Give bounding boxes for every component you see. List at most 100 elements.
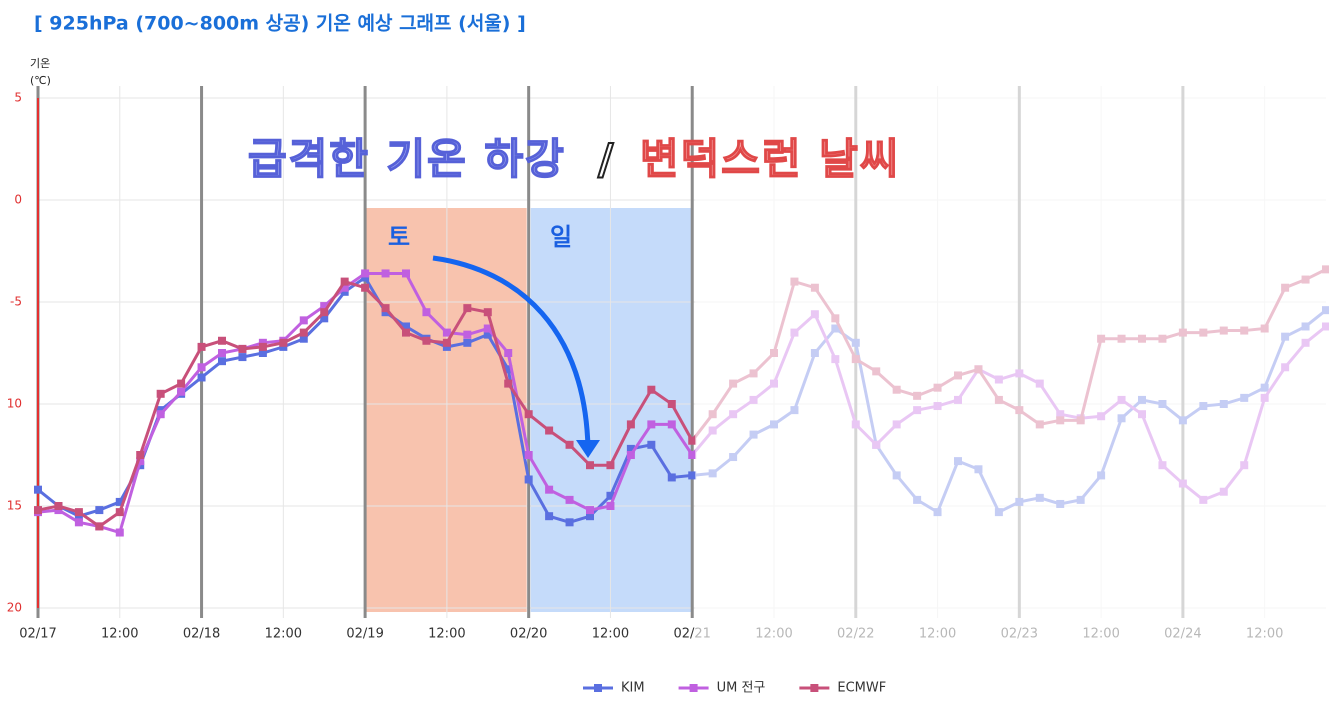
point	[320, 314, 329, 323]
legend-label: UM 전구	[717, 681, 766, 696]
point	[156, 410, 165, 419]
annotation-layer: 급격한 기온 하강 / 변덕스런 날씨토 일	[247, 134, 900, 458]
point	[504, 379, 513, 388]
point	[258, 349, 267, 357]
y-tick-label: 0	[14, 193, 22, 207]
point	[361, 283, 370, 292]
x-tick-label: 12:00	[101, 627, 138, 642]
point	[606, 502, 615, 510]
point	[565, 495, 574, 504]
headline-right: 변덕스런 날씨	[640, 135, 900, 184]
point	[586, 506, 594, 515]
point	[606, 491, 615, 500]
point	[115, 497, 124, 506]
point	[34, 485, 42, 494]
point	[626, 444, 635, 453]
point	[463, 330, 472, 339]
x-tick-label: 02/20	[510, 627, 547, 642]
point	[115, 508, 124, 517]
point	[422, 308, 431, 317]
point	[299, 316, 308, 325]
point	[95, 506, 104, 515]
legend-label: ECMWF	[837, 681, 886, 696]
point	[197, 363, 206, 372]
point	[361, 273, 370, 282]
y-tick-label: 5	[14, 91, 22, 105]
saturday-band	[365, 208, 527, 612]
arrow	[432, 255, 591, 449]
point	[197, 342, 206, 351]
point	[299, 334, 308, 343]
point	[136, 451, 145, 459]
point	[524, 410, 533, 419]
sunday-label: 일	[550, 223, 572, 251]
point	[340, 287, 349, 296]
point	[688, 471, 697, 480]
point	[320, 302, 329, 311]
y-axis-label: 기온	[30, 57, 50, 70]
point	[524, 451, 533, 459]
point	[156, 406, 165, 415]
point	[258, 342, 267, 351]
point	[647, 440, 656, 449]
point	[34, 506, 42, 515]
point	[442, 342, 451, 351]
point	[381, 308, 390, 317]
point	[299, 328, 308, 337]
point	[218, 357, 226, 366]
point	[402, 269, 410, 278]
point	[340, 277, 349, 286]
point	[177, 379, 186, 388]
saturday-label: 토	[388, 223, 410, 251]
point	[442, 338, 451, 347]
x-tick-label: 02/19	[346, 627, 383, 642]
point	[463, 304, 472, 313]
point	[95, 522, 104, 531]
headline-left: 급격한 기온 하강	[248, 135, 566, 184]
legend-marker	[594, 684, 602, 692]
y-axis-unit: (℃)	[30, 74, 51, 87]
point	[586, 512, 594, 521]
point	[340, 283, 349, 292]
point	[442, 328, 451, 337]
point	[647, 385, 656, 394]
sunday-band	[530, 208, 693, 612]
point	[156, 389, 165, 398]
point	[483, 308, 492, 317]
point	[524, 475, 533, 484]
x-tick-label: 12:00	[592, 627, 629, 642]
point	[136, 457, 145, 466]
point	[279, 338, 288, 347]
point	[586, 461, 594, 470]
fade-layer	[695, 86, 1329, 656]
point	[54, 502, 63, 510]
legend-label: KIM	[621, 681, 645, 696]
point	[667, 400, 676, 408]
point	[177, 387, 186, 396]
point	[483, 324, 492, 333]
point	[74, 518, 83, 527]
point	[258, 338, 267, 347]
point	[504, 349, 513, 357]
headline-separator: /	[598, 135, 615, 184]
x-tick-label: 02/18	[183, 627, 220, 642]
chart-title: [ 925hPa (700~800m 상공) 기온 예상 그래프 (서울) ]	[34, 13, 526, 35]
point	[647, 420, 656, 429]
point	[402, 328, 410, 337]
point	[504, 365, 513, 374]
y-tick-label: 20	[7, 601, 22, 615]
legend-marker	[689, 684, 698, 692]
point	[565, 440, 574, 449]
point	[688, 451, 697, 459]
point	[463, 338, 472, 347]
point	[545, 485, 554, 494]
point	[115, 528, 124, 537]
point	[667, 473, 676, 482]
point	[279, 342, 288, 351]
point	[218, 336, 226, 345]
point	[483, 330, 492, 339]
point	[197, 373, 206, 382]
legend: KIM UM 전구 ECMWF	[583, 681, 886, 696]
point	[626, 451, 635, 459]
